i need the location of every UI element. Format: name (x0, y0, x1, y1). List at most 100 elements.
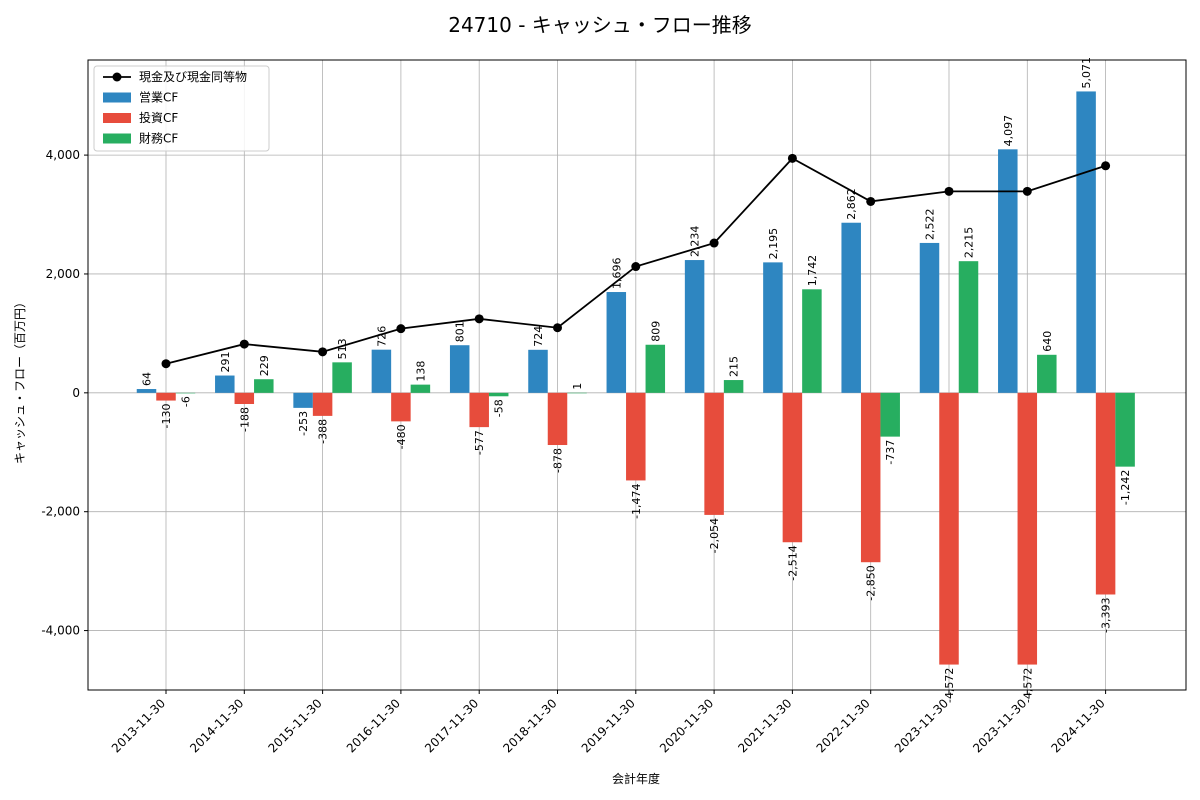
bar-value-label: 809 (649, 321, 662, 342)
bar-value-label: -1,242 (1119, 470, 1132, 505)
cash-line-point (239, 339, 249, 349)
bar-value-label: 215 (728, 356, 741, 377)
bar (391, 392, 411, 422)
cash-line-point (396, 324, 406, 334)
bar (469, 392, 489, 428)
bar (626, 392, 646, 481)
bar-value-label: -2,514 (786, 545, 799, 580)
y-tick-label: 4,000 (46, 148, 80, 162)
bar (332, 362, 352, 393)
legend-label: 現金及び現金同等物 (139, 69, 247, 84)
bar-value-label: 1 (571, 383, 584, 390)
x-tick-label: 2015-11-30 (266, 696, 325, 755)
x-tick-label: 2020-11-30 (657, 696, 716, 755)
cash-line-point (474, 314, 484, 324)
cash-line-point (944, 186, 954, 196)
bar (880, 392, 900, 437)
bar-value-label: 513 (336, 338, 349, 359)
cash-line-point (787, 153, 797, 163)
x-tick-label: 2017-11-30 (422, 696, 481, 755)
bar (215, 375, 235, 393)
bar-value-label: -2,054 (708, 518, 721, 553)
chart-title: 24710 - キャッシュ・フロー推移 (448, 13, 752, 37)
cash-line-point (1101, 161, 1111, 171)
bar (547, 392, 568, 446)
bar (606, 292, 627, 393)
bar (802, 289, 822, 393)
bar-value-label: 1,742 (806, 255, 819, 287)
cash-line-point (553, 323, 562, 333)
bar-value-label: 726 (375, 326, 388, 347)
x-tick-label: 2013-11-30 (109, 696, 168, 755)
bar-value-label: 291 (219, 352, 232, 373)
bar (704, 392, 724, 515)
bar-value-label: 2,215 (963, 227, 976, 259)
bar (410, 384, 431, 393)
cash-line-point (709, 238, 719, 248)
bar (919, 242, 940, 393)
legend-label: 財務CF (139, 131, 178, 146)
bar (254, 379, 274, 393)
y-tick-label: -4,000 (41, 624, 80, 638)
bar-value-label: 2,234 (689, 226, 702, 258)
bar (1076, 91, 1096, 393)
plot-frame (87, 59, 1187, 691)
x-tick-label: 2023-11-30 (970, 696, 1029, 755)
bar (1095, 392, 1116, 595)
x-tick-label: 2019-11-30 (579, 696, 638, 755)
legend-box (93, 65, 270, 152)
bar-value-label: -2,850 (865, 565, 878, 600)
bar-value-label: 5,071 (1080, 57, 1093, 89)
bar-value-label: -1,474 (630, 483, 643, 518)
bar (1115, 392, 1135, 467)
cash-line-point (866, 196, 876, 206)
bar-value-label: -188 (238, 407, 251, 432)
x-tick-label: 2016-11-30 (344, 696, 403, 755)
bar-value-label: -130 (160, 404, 173, 429)
bar-value-label: 801 (454, 321, 467, 342)
legend-swatch (103, 92, 131, 103)
cash-line-point (631, 262, 641, 272)
bar-value-label: 640 (1041, 331, 1054, 352)
bar-value-label: 724 (532, 326, 545, 347)
bar (860, 392, 881, 563)
bar (998, 149, 1018, 393)
bar (567, 392, 587, 394)
y-tick-label: 2,000 (46, 267, 80, 281)
bar-value-label: 229 (258, 355, 271, 376)
bar (763, 262, 783, 393)
cash-line-point (318, 347, 328, 357)
x-tick-label: 2018-11-30 (500, 696, 559, 755)
bar-value-label: -737 (884, 440, 897, 465)
cash-line (161, 153, 1111, 369)
y-axis-label: キャッシュ・フロー（百万円） (13, 296, 27, 464)
legend-label: 投資CF (139, 110, 178, 125)
bar (939, 392, 959, 665)
bar-value-label: -4,572 (1021, 668, 1034, 703)
x-tick-label: 2024-11-30 (1049, 696, 1108, 755)
bar-value-label: -577 (473, 430, 486, 455)
bar (488, 392, 509, 397)
bar (136, 389, 157, 393)
bar-value-label: -878 (552, 448, 565, 473)
bar (723, 380, 744, 393)
cash-line-point (161, 359, 171, 369)
legend-point-marker (112, 72, 122, 82)
x-tick-label: 2023-11-30 (892, 696, 951, 755)
bar (684, 260, 705, 393)
bar-value-label: -3,393 (1100, 597, 1113, 632)
bar (782, 392, 803, 543)
legend-swatch (103, 133, 131, 144)
legend-swatch (103, 113, 131, 123)
bars (136, 91, 1135, 665)
x-tick-label: 2022-11-30 (814, 696, 873, 755)
bar (645, 344, 666, 393)
bar-value-label: -6 (180, 396, 193, 407)
bar-value-label: 2,522 (924, 208, 937, 240)
bar-value-label: 4,097 (1002, 115, 1015, 147)
bar-value-label: -253 (297, 411, 310, 436)
cash-line-point (1022, 186, 1032, 196)
bar (958, 261, 979, 393)
